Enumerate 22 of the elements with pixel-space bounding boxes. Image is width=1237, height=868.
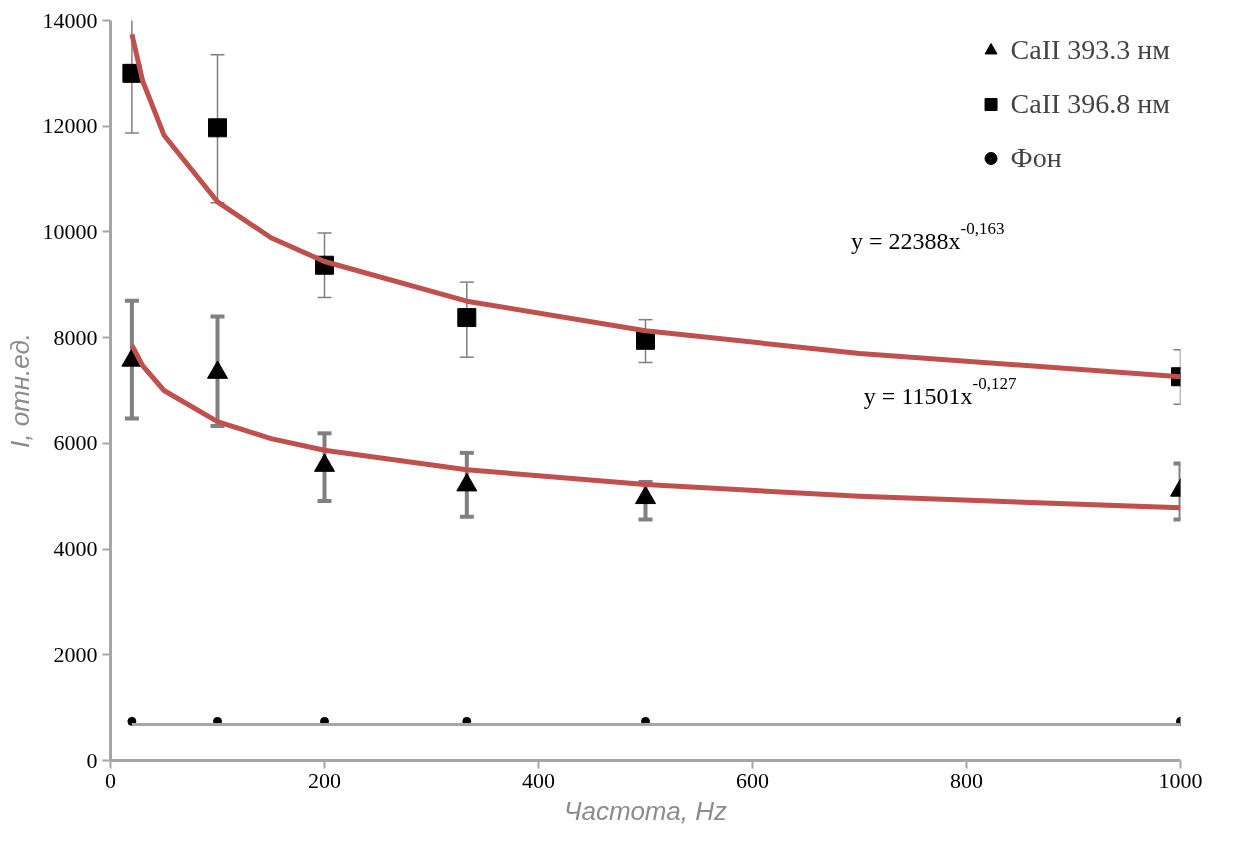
x-tick-label: 800 — [950, 767, 983, 793]
y-tick-label: 10000 — [42, 218, 98, 244]
x-tick-label: 600 — [736, 767, 769, 793]
y-tick-label: 12000 — [42, 113, 98, 139]
point — [457, 308, 477, 328]
x-tick-label: 400 — [522, 767, 555, 793]
y-tick-label: 4000 — [53, 536, 98, 562]
y-tick-label: 0 — [86, 747, 98, 773]
x-tick-label: 1000 — [1158, 767, 1203, 793]
x-axis-title: Частота, Hz — [564, 795, 727, 826]
legend-label: Фон — [1010, 141, 1062, 175]
legend-label: CaII 396.8 нм — [1010, 87, 1170, 121]
point — [127, 716, 137, 726]
x-tick-label: 200 — [308, 767, 341, 793]
y-axis-title: I, отн.ед. — [4, 332, 35, 449]
y-tick-label: 2000 — [53, 641, 98, 667]
y-tick-label: 14000 — [42, 7, 98, 33]
point — [208, 118, 227, 138]
legend-label: CaII 393.3 нм — [1010, 33, 1170, 67]
y-tick-label: 8000 — [53, 324, 98, 350]
x-tick-label: 0 — [105, 767, 116, 793]
y-tick-label: 6000 — [53, 430, 98, 456]
